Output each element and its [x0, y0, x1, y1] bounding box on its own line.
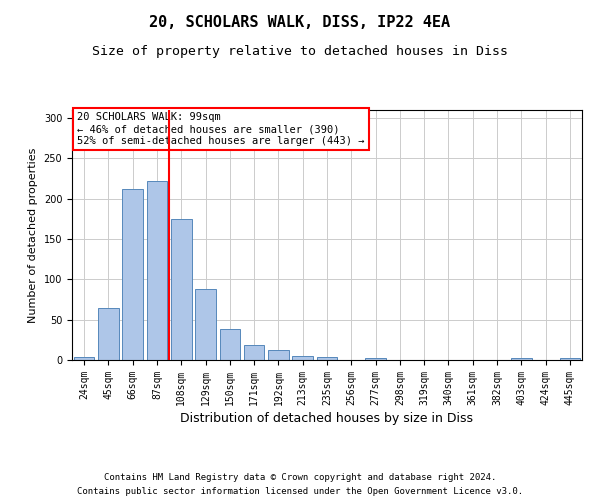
Bar: [220, 330, 240, 360]
Bar: [146, 181, 167, 360]
Bar: [98, 308, 119, 360]
Bar: [74, 357, 94, 360]
Bar: [244, 346, 265, 360]
Bar: [268, 350, 289, 360]
Text: Contains public sector information licensed under the Open Government Licence v3: Contains public sector information licen…: [77, 488, 523, 496]
Bar: [365, 358, 386, 360]
Y-axis label: Number of detached properties: Number of detached properties: [28, 148, 38, 322]
Text: 20 SCHOLARS WALK: 99sqm
← 46% of detached houses are smaller (390)
52% of semi-d: 20 SCHOLARS WALK: 99sqm ← 46% of detache…: [77, 112, 365, 146]
Text: 20, SCHOLARS WALK, DISS, IP22 4EA: 20, SCHOLARS WALK, DISS, IP22 4EA: [149, 15, 451, 30]
Bar: [292, 356, 313, 360]
Text: Contains HM Land Registry data © Crown copyright and database right 2024.: Contains HM Land Registry data © Crown c…: [104, 472, 496, 482]
Bar: [511, 358, 532, 360]
Bar: [122, 189, 143, 360]
Bar: [195, 289, 216, 360]
Text: Size of property relative to detached houses in Diss: Size of property relative to detached ho…: [92, 45, 508, 58]
Bar: [317, 357, 337, 360]
X-axis label: Distribution of detached houses by size in Diss: Distribution of detached houses by size …: [181, 412, 473, 425]
Bar: [171, 219, 191, 360]
Bar: [560, 358, 580, 360]
